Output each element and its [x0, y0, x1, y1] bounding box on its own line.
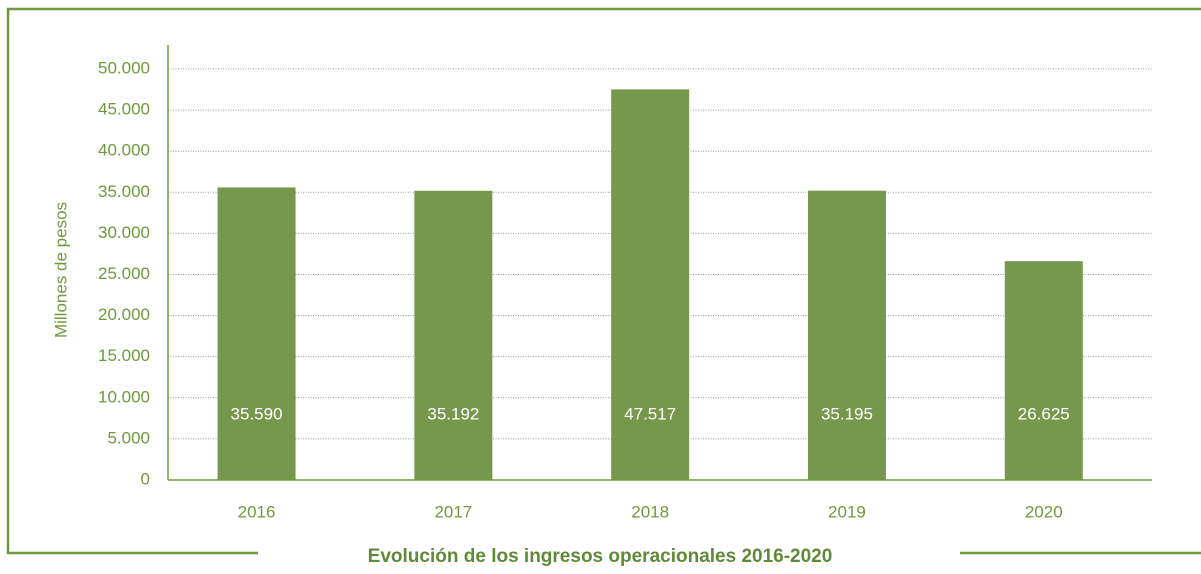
bar [217, 187, 296, 480]
bar [1004, 261, 1083, 480]
value-label: 35.590 [231, 404, 283, 423]
chart-title: Evolución de los ingresos operacionales … [368, 546, 833, 567]
x-tick-label: 2018 [631, 502, 669, 521]
frame [6, 7, 1201, 555]
x-tick-label: 2017 [434, 502, 472, 521]
y-tick-label: 30.000 [98, 223, 150, 242]
y-tick-label: 15.000 [98, 346, 150, 365]
y-tick-label: 20.000 [98, 305, 150, 324]
y-tick-label: 0 [141, 469, 150, 488]
value-label: 47.517 [624, 404, 676, 423]
x-tick-label: 2016 [238, 502, 276, 521]
y-tick-label: 25.000 [98, 264, 150, 283]
bar [807, 190, 886, 481]
bar [414, 190, 493, 481]
y-tick-label: 5.000 [107, 428, 150, 447]
y-tick-label: 45.000 [98, 100, 150, 119]
y-tick-label: 40.000 [98, 141, 150, 160]
frame-left [6, 7, 1201, 555]
y-tick-label: 10.000 [98, 387, 150, 406]
x-tick-label: 2020 [1025, 502, 1063, 521]
bar [611, 89, 690, 480]
x-tick-label: 2019 [828, 502, 866, 521]
value-label: 35.192 [427, 404, 479, 423]
y-tick-label: 35.000 [98, 182, 150, 201]
value-label: 26.625 [1018, 404, 1070, 423]
y-tick-label: 50.000 [98, 58, 150, 77]
y-axis-label: Millones de pesos [51, 202, 70, 338]
value-label: 35.195 [821, 404, 873, 423]
